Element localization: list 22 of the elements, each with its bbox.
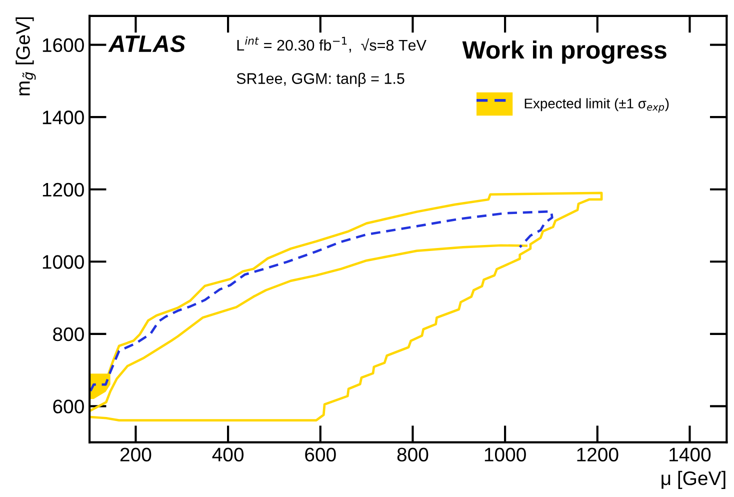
x-axis-title: μ [GeV]	[662, 470, 726, 489]
annotation: ATLAS	[108, 35, 186, 52]
y-tick-label: 1000	[42, 255, 84, 269]
line-series	[90, 244, 528, 412]
x-tick-label: 400	[212, 448, 244, 462]
legend-label: Expected limit (±1 σ$_{exp}$)	[524, 98, 669, 113]
y-tick-label: 600	[53, 400, 84, 414]
x-tick-label: 1200	[577, 448, 618, 462]
annotation: L$^{int}$ = 20.30 fb$^{−1}$, √s=8 TeV	[237, 36, 426, 52]
x-tick-label: 1400	[670, 448, 711, 462]
y-tick-label: 1400	[42, 110, 84, 124]
line-series	[90, 192, 603, 422]
x-tick-label: 1000	[484, 448, 526, 462]
y-tick-label: 1600	[42, 38, 84, 52]
annotation: SR1ee, GGM: tanβ = 1.5	[236, 72, 404, 87]
y-tick-label: 800	[53, 327, 84, 342]
x-tick-label: 200	[120, 448, 152, 462]
x-tick-label: 600	[305, 448, 336, 462]
y-axis-title: m$_{g̃}$ [GeV]	[16, 17, 36, 96]
x-tick-label: 800	[397, 448, 428, 462]
y-tick-label: 1200	[42, 182, 84, 197]
annotation: Work in progress	[462, 40, 666, 64]
